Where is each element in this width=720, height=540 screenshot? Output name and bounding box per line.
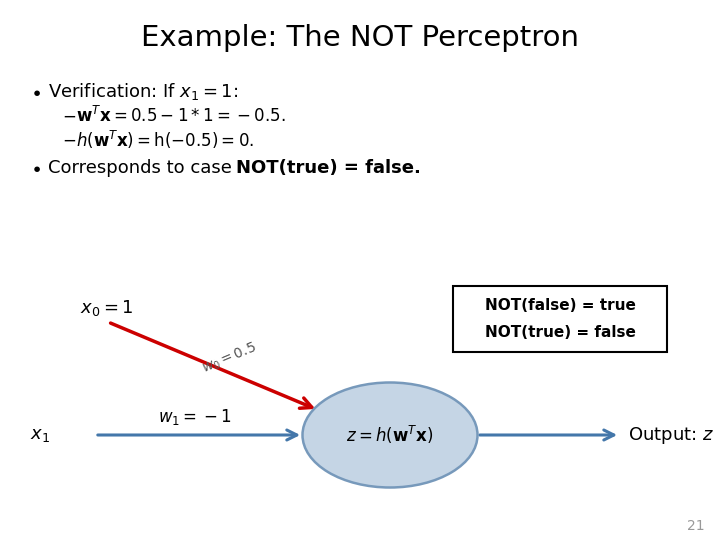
Text: $w_0 = 0.5$: $w_0 = 0.5$ <box>200 340 260 377</box>
Text: $-$: $-$ <box>62 107 76 125</box>
Text: Corresponds to case: Corresponds to case <box>48 159 238 177</box>
Text: $\bullet$: $\bullet$ <box>30 83 41 102</box>
Text: $w_1 = -1$: $w_1 = -1$ <box>158 407 232 427</box>
Text: $\bullet$: $\bullet$ <box>30 159 41 178</box>
Text: $x_0 = 1$: $x_0 = 1$ <box>80 298 133 318</box>
Text: $z = h(\mathbf{w}^T\mathbf{x})$: $z = h(\mathbf{w}^T\mathbf{x})$ <box>346 424 433 446</box>
Text: 21: 21 <box>688 519 705 533</box>
Ellipse shape <box>302 382 477 488</box>
Text: $-$: $-$ <box>62 131 76 149</box>
Text: $\mathbf{w}^T\mathbf{x} = 0.5 - 1 * 1 = -0.5.$: $\mathbf{w}^T\mathbf{x} = 0.5 - 1 * 1 = … <box>76 106 286 126</box>
Text: $h(\mathbf{w}^T\mathbf{x}) = \mathrm{h}(-0.5) = 0.$: $h(\mathbf{w}^T\mathbf{x}) = \mathrm{h}(… <box>76 129 254 151</box>
Text: NOT(false) = true: NOT(false) = true <box>485 298 636 313</box>
Text: NOT(true) = false.: NOT(true) = false. <box>236 159 421 177</box>
Text: Verification: If $x_1 = 1$:: Verification: If $x_1 = 1$: <box>48 82 238 103</box>
Text: Output: $z$: Output: $z$ <box>628 424 714 445</box>
FancyBboxPatch shape <box>453 286 667 352</box>
Text: NOT(true) = false: NOT(true) = false <box>485 325 636 340</box>
Text: Example: The NOT Perceptron: Example: The NOT Perceptron <box>141 24 579 52</box>
Text: $x_1$: $x_1$ <box>30 426 50 444</box>
